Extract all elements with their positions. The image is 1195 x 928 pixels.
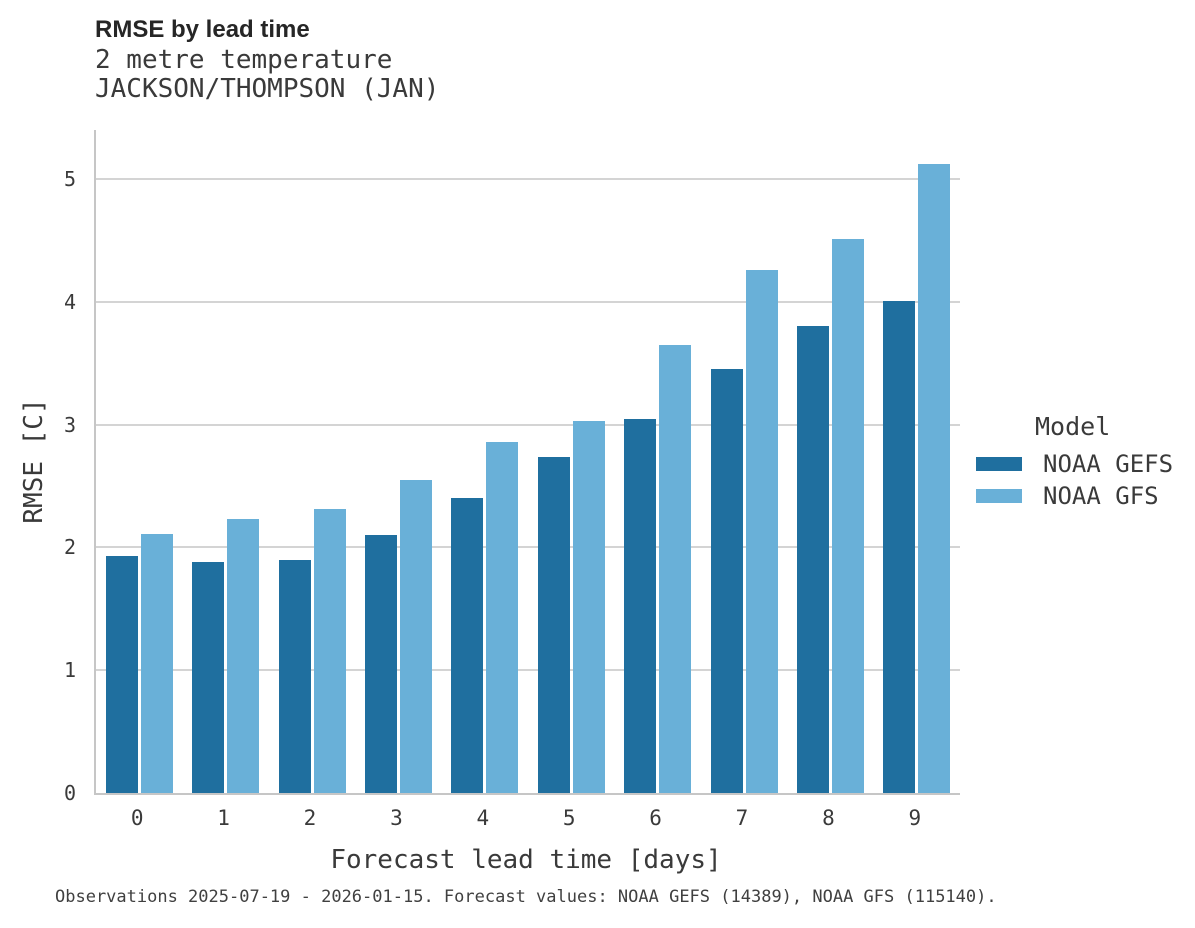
legend-entry-noaa-gefs: NOAA GEFS: [976, 448, 1173, 480]
bar-noaa-gefs-lead-2: [278, 559, 311, 793]
bar-noaa-gfs-lead-3: [399, 479, 432, 793]
chart-subtitle-parameter: 2 metre temperature: [95, 45, 393, 75]
x-tick-9: 9: [908, 806, 922, 830]
gridline-y-3: [96, 423, 960, 426]
x-tick-1: 1: [217, 806, 230, 830]
x-tick-4: 4: [476, 806, 490, 830]
legend-label-noaa-gefs: NOAA GEFS: [1043, 450, 1174, 478]
x-tick-3: 3: [390, 806, 403, 830]
bar-noaa-gefs-lead-6: [624, 418, 657, 793]
caption: Observations 2025-07-19 - 2026-01-15. Fo…: [55, 887, 997, 907]
x-tick-2: 2: [303, 806, 317, 830]
bar-noaa-gefs-lead-3: [364, 535, 397, 793]
legend-entry-noaa-gfs: NOAA GFS: [976, 480, 1173, 512]
bar-noaa-gfs-lead-9: [918, 164, 951, 793]
bar-noaa-gfs-lead-1: [227, 519, 260, 793]
bar-noaa-gfs-lead-8: [831, 239, 864, 793]
gridline-y-2: [96, 546, 960, 549]
bar-noaa-gefs-lead-1: [192, 562, 225, 793]
bar-noaa-gefs-lead-4: [451, 498, 484, 793]
legend-swatch-noaa-gfs: [976, 489, 1022, 503]
bar-noaa-gfs-lead-4: [486, 441, 519, 793]
legend-label-noaa-gfs: NOAA GFS: [1043, 482, 1159, 510]
gridline-y-5: [96, 178, 960, 181]
bar-noaa-gefs-lead-8: [796, 326, 829, 793]
y-tick-5: 5: [63, 167, 76, 192]
y-tick-2: 2: [63, 535, 76, 560]
y-tick-1: 1: [63, 658, 76, 683]
gridline-y-1: [96, 669, 960, 672]
legend: Model NOAA GEFS NOAA GFS: [976, 412, 1173, 512]
bar-noaa-gfs-lead-6: [659, 344, 692, 793]
legend-title: Model: [1035, 412, 1111, 441]
y-tick-3: 3: [63, 412, 76, 437]
bar-noaa-gefs-lead-5: [537, 456, 570, 793]
x-axis-title: Forecast lead time [days]: [330, 845, 722, 875]
bar-noaa-gfs-lead-0: [140, 533, 173, 793]
bar-noaa-gfs-lead-5: [572, 420, 605, 793]
bar-noaa-gefs-lead-9: [883, 300, 916, 793]
y-tick-0: 0: [63, 781, 76, 805]
legend-swatch-noaa-gefs: [976, 457, 1022, 471]
bar-noaa-gefs-lead-7: [710, 369, 743, 793]
x-tick-8: 8: [822, 806, 835, 830]
gridline-y-4: [96, 300, 960, 303]
chart-title: RMSE by lead time: [95, 16, 310, 43]
x-tick-0: 0: [130, 806, 144, 830]
bar-noaa-gfs-lead-2: [313, 509, 346, 793]
chart-subtitle-location: JACKSON/THOMPSON (JAN): [95, 74, 440, 104]
y-tick-4: 4: [63, 289, 76, 314]
chart-header: RMSE by lead time 2 metre temperature JA…: [95, 14, 439, 104]
x-tick-5: 5: [562, 806, 576, 830]
x-tick-6: 6: [649, 806, 662, 830]
bar-noaa-gfs-lead-7: [745, 269, 778, 793]
bar-noaa-gefs-lead-0: [105, 556, 138, 793]
plot-area: [94, 130, 960, 795]
x-tick-7: 7: [735, 806, 749, 830]
